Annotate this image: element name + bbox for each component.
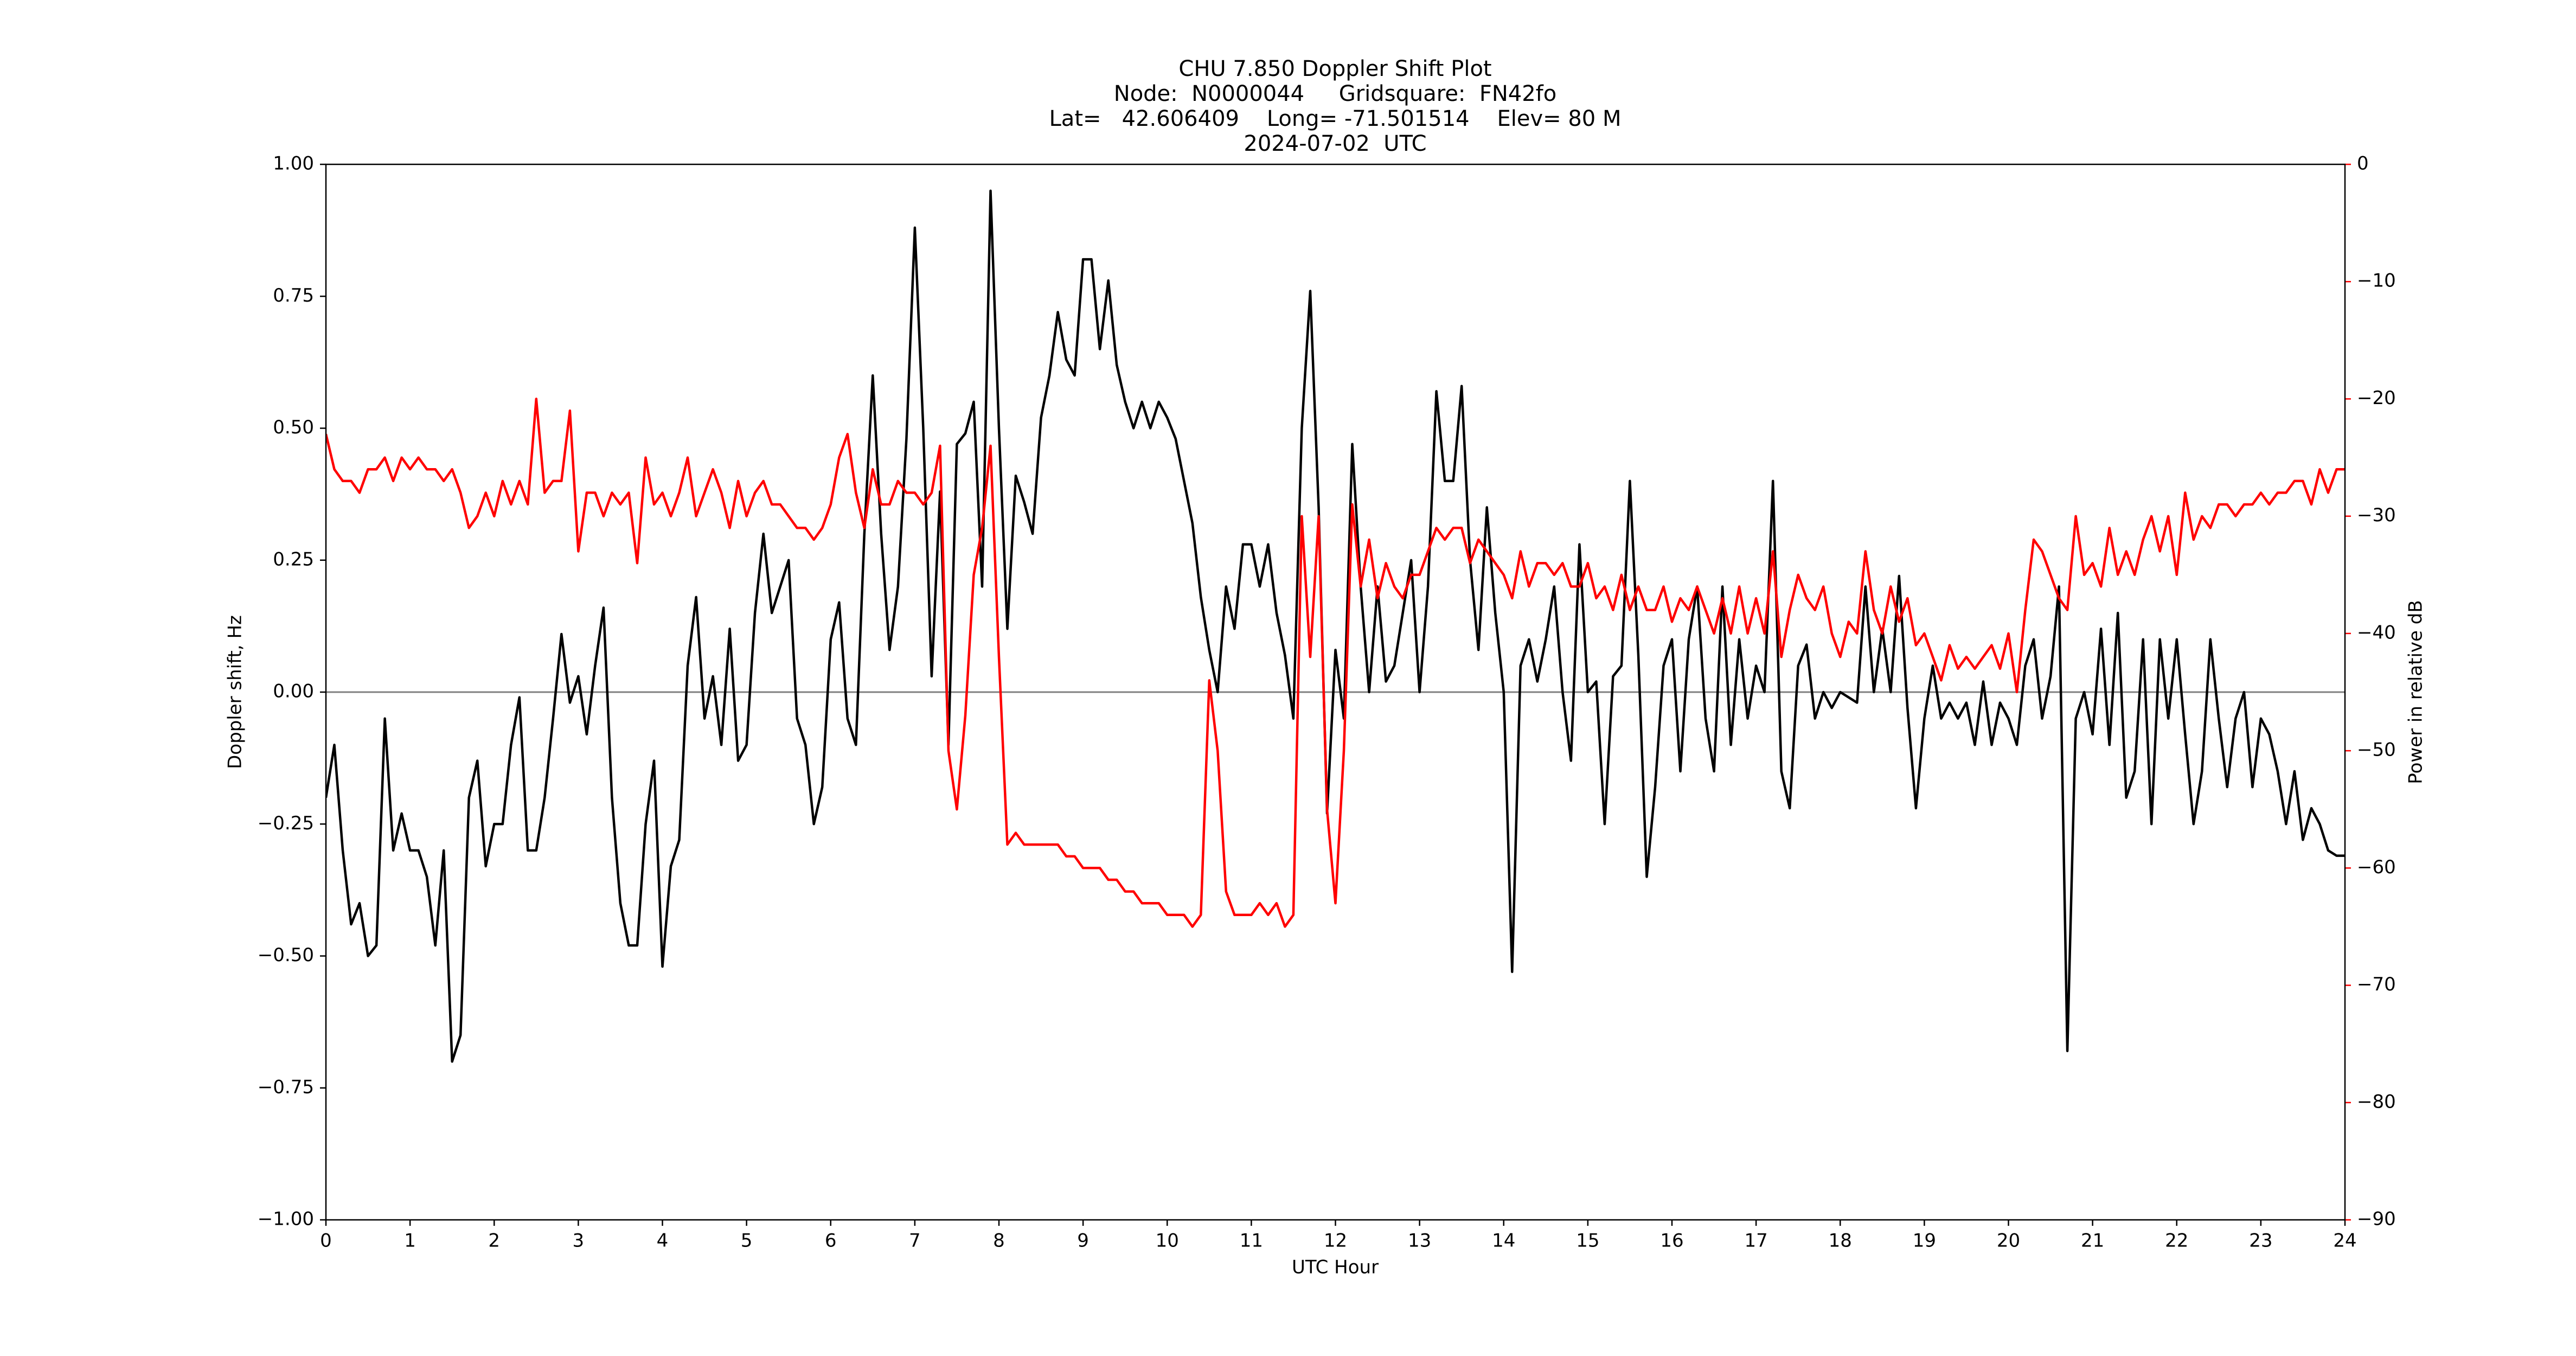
data-line xyxy=(326,189,2345,1063)
x-tick-label: 7 xyxy=(909,1230,921,1252)
x-tick-label: 21 xyxy=(2081,1230,2104,1252)
y2-tick-label: −30 xyxy=(2357,504,2396,526)
x-tick-label: 10 xyxy=(1156,1230,1179,1252)
chart-subtitle: Node: N0000044 Gridsquare: FN42fo xyxy=(1114,81,1556,106)
x-tick-label: 3 xyxy=(573,1230,585,1252)
y2-tick-label: −90 xyxy=(2357,1208,2396,1230)
x-tick-label: 13 xyxy=(1408,1230,1431,1252)
chart-subtitle: Lat= 42.606409 Long= -71.501514 Elev= 80… xyxy=(1049,106,1622,131)
y-tick-label: −0.75 xyxy=(258,1076,314,1098)
y2-tick-label: −10 xyxy=(2357,270,2396,292)
y-tick-label: −1.00 xyxy=(258,1208,314,1230)
data-line xyxy=(326,398,2345,928)
x-tick-label: 17 xyxy=(1744,1230,1767,1252)
x-tick-label: 20 xyxy=(1997,1230,2020,1252)
y2-tick-label: −40 xyxy=(2357,622,2396,643)
x-tick-label: 14 xyxy=(1492,1230,1515,1252)
y-tick-label: 1.00 xyxy=(273,153,314,175)
y-tick-label: 0.25 xyxy=(273,548,314,570)
x-tick-label: 18 xyxy=(1829,1230,1852,1252)
x-tick-label: 12 xyxy=(1324,1230,1347,1252)
y-tick-label: 0.75 xyxy=(273,285,314,306)
x-tick-label: 22 xyxy=(2165,1230,2188,1252)
y2-tick-label: −50 xyxy=(2357,739,2396,761)
x-tick-label: 15 xyxy=(1576,1230,1599,1252)
plot-frame xyxy=(325,163,2346,1221)
y2-tick-label: −70 xyxy=(2357,974,2396,995)
x-tick-label: 16 xyxy=(1660,1230,1683,1252)
x-tick-label: 6 xyxy=(825,1230,837,1252)
x-tick-label: 23 xyxy=(2249,1230,2272,1252)
y2-tick-label: −60 xyxy=(2357,856,2396,878)
y-tick-label: −0.50 xyxy=(258,944,314,966)
y-tick-label: 0.00 xyxy=(273,681,314,702)
y2-tick-label: −80 xyxy=(2357,1091,2396,1112)
x-tick-label: 0 xyxy=(320,1230,332,1252)
chart-title: CHU 7.850 Doppler Shift Plot xyxy=(1178,56,1491,81)
x-tick-label: 4 xyxy=(657,1230,669,1252)
x-tick-label: 9 xyxy=(1077,1230,1089,1252)
x-tick-label: 19 xyxy=(1913,1230,1936,1252)
chart-subtitle: 2024-07-02 UTC xyxy=(1244,131,1426,156)
y-tick-label: −0.25 xyxy=(258,813,314,834)
x-axis-label: UTC Hour xyxy=(1292,1257,1379,1278)
x-tick-label: 5 xyxy=(741,1230,753,1252)
x-tick-label: 24 xyxy=(2333,1230,2356,1252)
y2-tick-label: −20 xyxy=(2357,387,2396,409)
y-axis-label: Doppler shift, Hz xyxy=(225,615,246,769)
y2-tick-label: 0 xyxy=(2357,153,2369,175)
x-tick-label: 11 xyxy=(1240,1230,1263,1252)
x-tick-label: 8 xyxy=(993,1230,1005,1252)
x-tick-label: 1 xyxy=(404,1230,416,1252)
y-tick-label: 0.50 xyxy=(273,417,314,438)
y2-axis-label: Power in relative dB xyxy=(2405,600,2427,784)
x-tick-label: 2 xyxy=(488,1230,500,1252)
